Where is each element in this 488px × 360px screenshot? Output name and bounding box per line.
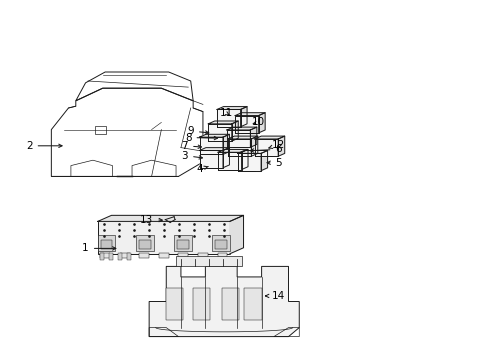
Polygon shape [229, 215, 243, 254]
Bar [177, 240, 188, 249]
Polygon shape [240, 107, 246, 127]
Polygon shape [208, 124, 231, 141]
Bar [118, 253, 122, 260]
Polygon shape [199, 150, 223, 168]
Bar [120, 253, 129, 258]
Bar [221, 288, 238, 320]
Polygon shape [250, 127, 256, 147]
Polygon shape [227, 136, 257, 139]
Bar [217, 253, 227, 258]
Polygon shape [218, 152, 241, 170]
Bar [178, 253, 188, 258]
Bar [136, 235, 153, 251]
Bar [166, 288, 183, 320]
Polygon shape [227, 139, 251, 156]
Polygon shape [217, 109, 240, 127]
Bar [95, 126, 106, 134]
Text: 6: 6 [250, 144, 282, 154]
Bar [109, 253, 113, 260]
Polygon shape [258, 113, 264, 133]
Polygon shape [251, 136, 257, 156]
Bar [174, 235, 191, 251]
Polygon shape [261, 150, 267, 171]
Polygon shape [226, 130, 250, 147]
Text: 1: 1 [82, 243, 116, 253]
Polygon shape [226, 127, 256, 130]
Polygon shape [199, 148, 229, 150]
Polygon shape [254, 136, 284, 139]
Polygon shape [235, 116, 258, 133]
Text: 4: 4 [196, 164, 208, 174]
Polygon shape [278, 136, 284, 156]
Bar [193, 288, 210, 320]
Bar [139, 240, 150, 249]
Text: 9: 9 [187, 126, 208, 136]
Polygon shape [241, 149, 247, 170]
Text: 10: 10 [251, 117, 264, 127]
Text: 11: 11 [219, 108, 233, 118]
Polygon shape [199, 134, 229, 137]
Polygon shape [254, 139, 278, 156]
Polygon shape [231, 121, 238, 141]
Polygon shape [223, 134, 229, 154]
Bar [98, 221, 229, 254]
Polygon shape [237, 150, 267, 153]
Polygon shape [208, 121, 238, 124]
Polygon shape [218, 149, 247, 152]
Bar [100, 253, 110, 258]
Bar [244, 288, 261, 320]
Text: 3: 3 [181, 150, 202, 161]
Polygon shape [237, 153, 261, 171]
Bar [198, 253, 207, 258]
Text: 7: 7 [181, 141, 201, 151]
Bar [215, 240, 226, 249]
Text: 12: 12 [268, 140, 285, 150]
Bar [98, 235, 115, 251]
Polygon shape [235, 113, 264, 116]
Text: 2: 2 [26, 141, 62, 151]
Text: 8: 8 [184, 132, 217, 143]
Bar [212, 235, 229, 251]
Polygon shape [217, 107, 246, 109]
Bar [176, 256, 242, 266]
Text: 13: 13 [140, 215, 162, 225]
Polygon shape [149, 266, 299, 337]
Polygon shape [223, 148, 229, 168]
Bar [159, 253, 168, 258]
Polygon shape [98, 215, 243, 221]
Text: 14: 14 [265, 291, 285, 301]
Bar [100, 253, 104, 260]
Text: 5: 5 [266, 158, 282, 168]
Bar [139, 253, 149, 258]
Bar [127, 253, 131, 260]
Polygon shape [199, 137, 223, 154]
Bar [101, 240, 112, 249]
